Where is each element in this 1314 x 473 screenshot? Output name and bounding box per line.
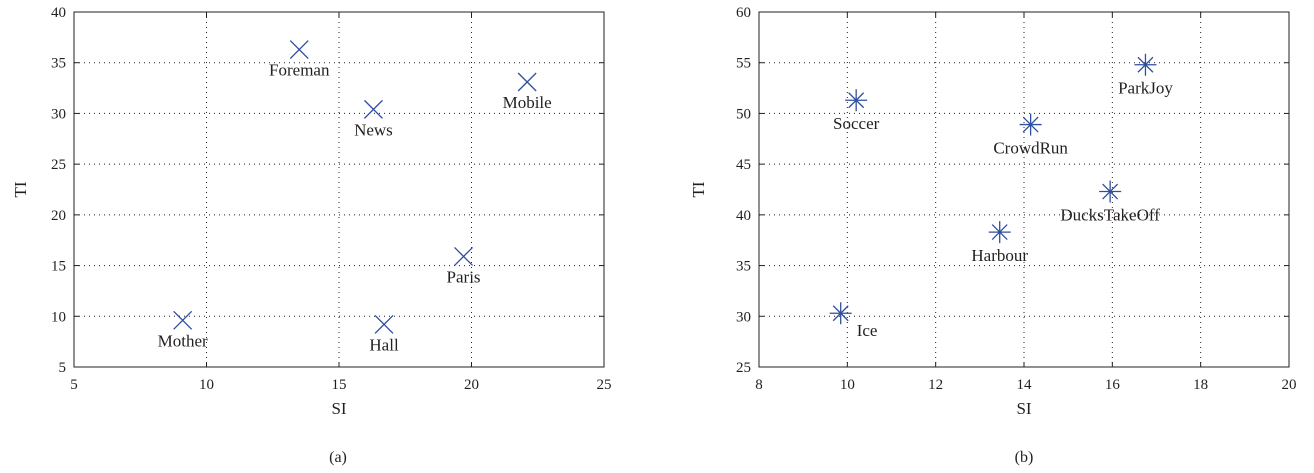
data-point-marker [1019, 113, 1042, 136]
data-point-marker [289, 40, 309, 59]
data-point-label: DucksTakeOff [1060, 206, 1160, 225]
panel-caption: (a) [329, 449, 347, 466]
y-tick-label: 25 [736, 360, 751, 376]
x-tick-label: 5 [70, 377, 78, 393]
data-point-marker [829, 302, 852, 325]
plot-frame [73, 11, 605, 368]
data-point-marker [363, 99, 383, 119]
x-tick-label: 8 [755, 377, 763, 393]
x-tick-label: 10 [199, 377, 214, 393]
x-axis-label: SI [331, 399, 346, 418]
x-tick-label: 16 [1105, 377, 1121, 393]
data-point-marker [845, 89, 868, 112]
scatter-panel-a: 5 10 15 20 25 5 10 15 20 25 30 35 40 SI TI (a) Foreman Ne… [11, 5, 612, 466]
data-point-label: Harbour [971, 246, 1028, 265]
y-axis-label: TI [689, 181, 708, 197]
data-point-marker [374, 314, 394, 334]
y-tick-label: 30 [51, 106, 66, 122]
data-point-label: Paris [447, 267, 481, 286]
y-tick-label: 35 [51, 56, 66, 72]
y-tick-label: 20 [51, 208, 66, 224]
data-point-marker [1134, 53, 1157, 76]
scatter-panel-b: 8 10 12 14 16 18 20 25 30 35 40 45 50 55 60 SI TI (b) Park… [689, 5, 1297, 466]
y-tick-label: 35 [736, 259, 751, 275]
x-tick-label: 20 [464, 377, 479, 393]
data-point-marker [1099, 180, 1122, 203]
y-tick-label: 30 [736, 309, 751, 325]
x-tick-label: 12 [928, 377, 943, 393]
data-point-label: Soccer [833, 114, 880, 133]
y-tick-label: 55 [736, 56, 751, 72]
y-tick-label: 25 [51, 157, 66, 173]
x-tick-label: 18 [1193, 377, 1208, 393]
y-axis-label: TI [11, 181, 30, 197]
data-point-label: Ice [857, 321, 878, 340]
data-point-marker [454, 246, 474, 266]
y-tick-label: 60 [736, 5, 751, 21]
data-point-label: Hall [369, 335, 399, 354]
data-point-marker [173, 310, 193, 330]
data-point-label: Foreman [269, 61, 330, 80]
data-point-marker [988, 221, 1011, 244]
y-tick-label: 50 [736, 106, 751, 122]
data-point-label: CrowdRun [993, 139, 1068, 158]
y-tick-label: 40 [51, 5, 66, 21]
x-tick-label: 10 [840, 377, 855, 393]
panel-caption: (b) [1015, 449, 1034, 466]
y-tick-label: 40 [736, 208, 751, 224]
x-tick-label: 15 [332, 377, 347, 393]
y-tick-label: 10 [51, 309, 66, 325]
x-tick-label: 25 [597, 377, 612, 393]
data-point-label: Mobile [503, 93, 552, 112]
y-tick-label: 45 [736, 157, 751, 173]
data-point-label: News [354, 120, 393, 139]
x-tick-label: 20 [1282, 377, 1297, 393]
y-tick-label: 15 [51, 259, 66, 275]
data-point-marker [517, 72, 537, 92]
x-tick-label: 14 [1017, 377, 1033, 393]
x-axis-label: SI [1016, 399, 1031, 418]
data-point-label: Mother [158, 331, 208, 350]
y-tick-label: 5 [59, 360, 67, 376]
data-point-label: ParkJoy [1118, 79, 1173, 98]
